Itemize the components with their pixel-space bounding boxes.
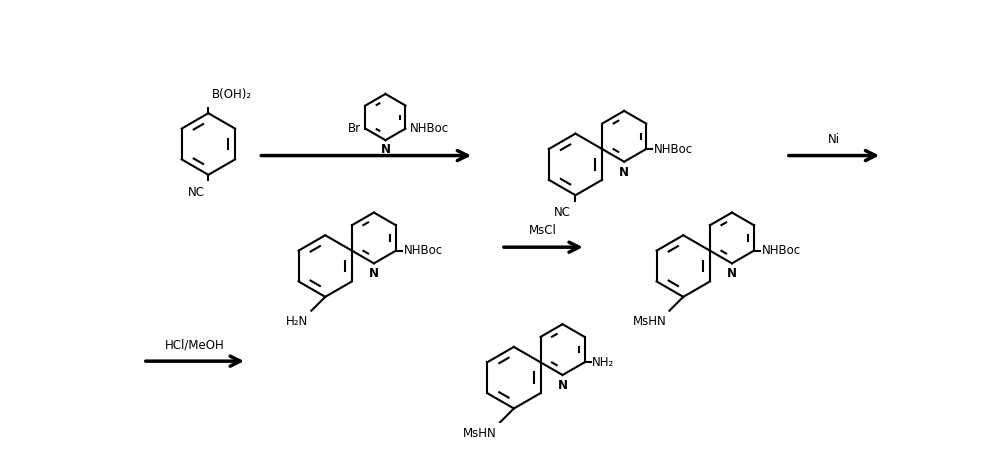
Text: MsCl: MsCl — [529, 224, 557, 237]
Text: H₂N: H₂N — [286, 315, 308, 328]
Text: N: N — [727, 267, 737, 280]
Text: NH₂: NH₂ — [592, 356, 615, 369]
Text: MsHN: MsHN — [633, 315, 666, 328]
Text: B(OH)₂: B(OH)₂ — [212, 88, 252, 101]
Text: N: N — [558, 379, 568, 392]
Text: N: N — [369, 267, 379, 280]
Text: N: N — [619, 166, 629, 179]
Text: NHBoc: NHBoc — [410, 122, 449, 135]
Text: Ni: Ni — [828, 133, 840, 145]
Text: MsHN: MsHN — [463, 427, 497, 440]
Text: NHBoc: NHBoc — [404, 244, 443, 257]
Text: NHBoc: NHBoc — [762, 244, 801, 257]
Text: NC: NC — [554, 206, 571, 219]
Text: N: N — [380, 143, 390, 156]
Text: HCl/MeOH: HCl/MeOH — [165, 338, 225, 351]
Text: NHBoc: NHBoc — [654, 142, 693, 155]
Text: Br: Br — [348, 122, 361, 135]
Text: NC: NC — [188, 186, 205, 199]
